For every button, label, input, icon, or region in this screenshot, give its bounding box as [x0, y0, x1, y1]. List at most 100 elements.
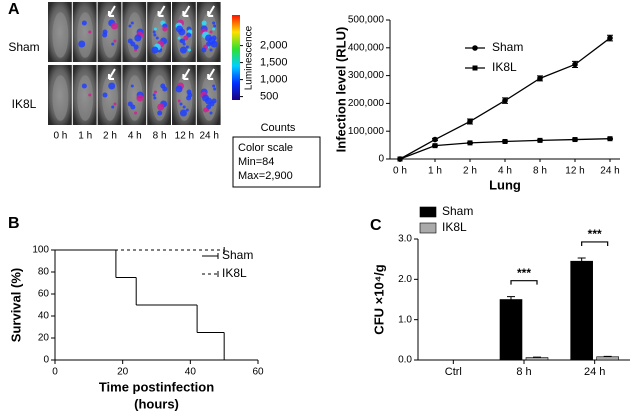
y-axis-label: Survival (%) — [8, 268, 23, 342]
y-tick-label: 0 — [378, 154, 384, 165]
time-label: 24 h — [199, 131, 218, 142]
signal-spot — [113, 39, 117, 43]
scale-box-line: Min=84 — [238, 156, 274, 168]
y-tick-label: 80 — [38, 267, 50, 278]
legend-label: Sham — [222, 248, 253, 262]
y-tick-label: 1.0 — [398, 314, 412, 325]
scale-box-line: Max=2,900 — [238, 170, 293, 182]
x-tick-label: 2 h — [463, 166, 477, 177]
y-tick-label: 0.0 — [398, 355, 412, 366]
colorbar-title: Luminescence — [244, 25, 255, 90]
signal-spot — [213, 24, 217, 28]
signal-spot — [205, 97, 213, 105]
signal-spot — [153, 96, 157, 100]
marker — [502, 138, 508, 144]
signal-spot — [157, 103, 165, 111]
y-axis-label: Infection level (RLU) — [333, 27, 348, 153]
mouse-body — [126, 12, 143, 58]
signal-spot — [110, 22, 118, 30]
x-tick-label: Ctrl — [445, 366, 462, 378]
counts-label: Counts — [261, 122, 296, 134]
time-label: 0 h — [53, 131, 67, 142]
arrow — [182, 68, 191, 80]
signal-spot — [209, 111, 213, 115]
signal-spot — [185, 108, 189, 112]
x-axis-label: (hours) — [134, 396, 179, 411]
signal-spot — [175, 85, 183, 93]
signal-spot — [178, 28, 186, 36]
signal-spot — [102, 32, 108, 38]
significance-label: *** — [588, 227, 602, 241]
signal-spot — [212, 27, 216, 31]
y-tick-label: 40 — [38, 311, 50, 322]
legend-label: IK8L — [222, 266, 247, 280]
signal-spot — [108, 82, 116, 90]
signal-spot — [177, 99, 181, 103]
x-tick-label: 0 — [52, 367, 58, 378]
signal-spot — [201, 20, 207, 26]
marker — [472, 65, 478, 71]
signal-spot — [113, 102, 117, 106]
signal-spot — [201, 47, 207, 53]
signal-spot — [203, 107, 209, 113]
signal-spot — [186, 95, 192, 101]
x-tick-label: 0 h — [393, 166, 407, 177]
marker — [432, 143, 438, 149]
row-label: Sham — [8, 40, 39, 54]
y-tick-label: 100,000 — [348, 126, 385, 137]
colorbar-tick-label: 2,000 — [260, 40, 288, 52]
legend-label: IK8L — [492, 60, 517, 74]
signal-spot — [155, 36, 159, 40]
signal-spot — [134, 111, 138, 115]
y-axis-label: CFU ×10⁴/g — [371, 264, 386, 334]
x-tick-label: 4 h — [498, 166, 512, 177]
arrow — [182, 5, 191, 17]
signal-spot — [179, 46, 187, 54]
arrow — [207, 5, 216, 17]
mouse-body — [52, 12, 69, 58]
x-tick-label: 20 — [117, 367, 129, 378]
signal-spot — [185, 45, 189, 49]
marker — [607, 35, 613, 41]
legend-swatch — [419, 206, 437, 218]
mouse-body — [102, 75, 118, 121]
y-tick-label: 400,000 — [348, 42, 385, 53]
time-label: 1 h — [78, 131, 92, 142]
y-tick-label: 2.0 — [398, 274, 412, 285]
signal-spot — [130, 21, 134, 25]
scale-box-line: Color scale — [238, 142, 293, 154]
x-tick-label: 1 h — [428, 166, 442, 177]
signal-spot — [136, 94, 144, 102]
error-bar — [577, 257, 586, 262]
panel-label: A — [8, 1, 20, 18]
signal-spot — [81, 83, 87, 89]
signal-spot — [179, 102, 183, 106]
x-tick-label: 40 — [185, 367, 197, 378]
signal-spot — [212, 21, 216, 25]
signal-spot — [153, 90, 157, 94]
x-tick-label: 60 — [252, 367, 264, 378]
signal-spot — [179, 109, 187, 117]
x-axis-label: Lung — [489, 177, 521, 192]
y-tick-label: 500,000 — [348, 15, 385, 26]
error-bar — [507, 296, 515, 300]
time-label: 2 h — [103, 131, 117, 142]
signal-spot — [209, 30, 213, 34]
y-tick-label: 3.0 — [398, 234, 412, 245]
significance-label: *** — [517, 266, 531, 280]
colorbar-tick-label: 1,000 — [260, 74, 288, 86]
panel-label: B — [8, 215, 20, 232]
signal-spot — [81, 20, 87, 26]
marker — [572, 137, 578, 143]
signal-spot — [183, 35, 189, 41]
marker — [432, 136, 438, 143]
signal-spot — [153, 27, 157, 31]
signal-spot — [213, 87, 217, 91]
signal-spot — [162, 26, 168, 32]
signal-spot — [157, 110, 163, 116]
signal-spot — [130, 84, 134, 88]
y-tick-label: 20 — [38, 333, 50, 344]
y-tick-label: 60 — [38, 289, 50, 300]
mouse-body — [77, 75, 94, 121]
